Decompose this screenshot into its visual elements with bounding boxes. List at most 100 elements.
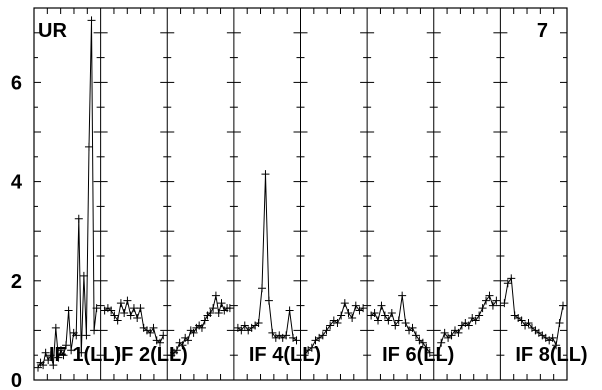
data-point	[437, 338, 446, 347]
data-point	[488, 301, 497, 310]
series-line	[503, 276, 564, 348]
data-point	[503, 279, 512, 288]
y-tick-label: 2	[11, 271, 22, 293]
data-point	[39, 361, 48, 370]
data-point	[261, 170, 270, 179]
data-point	[401, 318, 410, 327]
data-point	[307, 343, 316, 352]
data-point	[387, 309, 396, 318]
data-point	[217, 299, 226, 308]
panel-series	[433, 291, 501, 360]
data-point	[300, 351, 309, 360]
panel-label: IF 4(LL)	[249, 344, 321, 366]
data-point	[72, 331, 81, 340]
data-point	[133, 314, 142, 322]
panel-series	[100, 296, 168, 347]
data-point	[391, 321, 400, 330]
data-point	[471, 316, 480, 325]
data-point	[482, 296, 491, 305]
corner-label-top-left: UR	[38, 20, 67, 42]
data-point	[92, 304, 101, 313]
data-point	[254, 318, 263, 327]
data-point	[197, 323, 206, 332]
panel-series	[167, 291, 234, 360]
data-point	[178, 341, 187, 350]
data-point	[264, 296, 273, 305]
series-line	[170, 295, 230, 356]
data-point	[110, 311, 119, 320]
data-point	[149, 323, 158, 332]
data-point	[394, 316, 403, 325]
data-point	[120, 309, 129, 318]
data-point	[380, 311, 389, 320]
y-axis: 0 2 4 6	[11, 7, 567, 390]
data-point	[206, 309, 215, 318]
data-point	[56, 346, 65, 355]
data-point	[54, 353, 63, 362]
data-point	[189, 328, 198, 337]
y-tick-label: 4	[11, 172, 23, 194]
data-point	[209, 304, 218, 313]
data-point	[258, 284, 267, 293]
panel-labels: IF 1(LL)IF 2(LL) IF 4(LL) IF 6(LL) IF 8(LL)	[49, 344, 588, 366]
data-point	[548, 333, 557, 342]
data-point	[84, 142, 93, 151]
data-point	[237, 326, 246, 335]
data-point	[507, 274, 516, 283]
data-point	[159, 331, 168, 340]
panel-label: IF 8(LL)	[515, 344, 587, 366]
data-point	[113, 316, 122, 325]
data-point	[348, 314, 357, 322]
data-point	[82, 331, 91, 340]
data-point	[200, 316, 209, 325]
data-point	[87, 16, 96, 25]
panel-label: IF 2(LL)	[116, 344, 188, 366]
panel-series	[367, 291, 434, 357]
data-point	[184, 336, 192, 345]
data-point	[408, 323, 417, 332]
data-point	[377, 301, 386, 310]
data-point	[418, 338, 427, 347]
data-point	[126, 311, 135, 320]
panel-series	[233, 170, 301, 345]
data-point	[225, 304, 234, 313]
data-point	[34, 363, 42, 372]
data-point	[411, 331, 420, 340]
data-point	[344, 309, 353, 318]
data-point	[333, 318, 342, 327]
data-point	[351, 301, 360, 310]
data-point	[524, 318, 533, 327]
data-point	[422, 343, 431, 352]
data-point	[374, 316, 383, 325]
data-point	[74, 214, 83, 223]
data-point	[447, 331, 456, 340]
data-point	[433, 351, 442, 360]
data-point	[555, 318, 564, 327]
data-point	[337, 311, 346, 320]
data-point	[211, 291, 220, 300]
data-point	[64, 306, 73, 315]
y-tick-label: 0	[11, 370, 22, 390]
data-point	[285, 306, 294, 315]
x-ticks	[46, 8, 555, 380]
data-point	[359, 304, 368, 313]
data-point	[107, 306, 116, 315]
data-point	[268, 328, 277, 337]
data-point	[500, 299, 509, 308]
data-point	[44, 356, 53, 365]
panel-label: IF 6(LL)	[382, 344, 454, 366]
data-point	[41, 348, 50, 357]
data-point	[370, 309, 379, 318]
panel-series	[500, 274, 567, 350]
data-point	[282, 331, 291, 340]
data-point	[485, 291, 494, 300]
data-point	[240, 321, 249, 330]
y-tick-label: 6	[11, 72, 22, 94]
panel-label: IF 1(LL)	[49, 344, 121, 366]
data-point	[454, 328, 463, 337]
data-point	[478, 304, 487, 313]
data-point	[340, 299, 349, 308]
data-point	[475, 311, 484, 320]
data-point	[116, 299, 125, 308]
data-point	[318, 331, 327, 340]
